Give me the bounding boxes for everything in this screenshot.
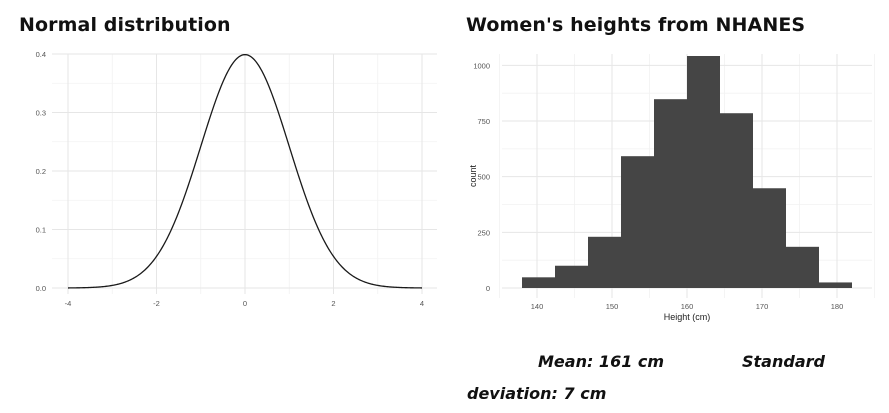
y-tick-label: 250 (477, 228, 490, 237)
x-tick-label: 0 (243, 299, 247, 308)
heights-chart-title: Women's heights from NHANES (466, 14, 806, 36)
sd-label-line2: deviation: 7 cm (467, 384, 607, 403)
x-tick-label: 2 (331, 299, 335, 308)
histogram-bar (588, 236, 621, 288)
x-tick-label: 4 (420, 299, 424, 308)
y-tick-label: 0.0 (36, 284, 46, 293)
sd-label-line1: Standard (742, 352, 825, 371)
y-tick-label: 1000 (473, 61, 490, 70)
x-tick-label: 170 (756, 302, 769, 311)
histogram-bar (819, 282, 852, 288)
y-tick-label: 500 (477, 173, 490, 182)
x-tick-label: -4 (65, 299, 72, 308)
normal-distribution-chart: -4 -2 0 2 4 0.0 0.1 0.2 0.3 0.4 (36, 50, 437, 308)
y-axis-title: count (468, 164, 478, 187)
x-tick-label: 150 (606, 302, 619, 311)
mean-label: Mean: 161 cm (538, 352, 665, 371)
histogram-bar (720, 113, 753, 288)
density-curve (68, 53, 422, 289)
y-tick-label: 750 (477, 117, 490, 126)
x-tick-label: -2 (153, 299, 160, 308)
y-tick-label: 0.1 (36, 226, 46, 235)
x-axis-title: Height (cm) (664, 312, 711, 322)
x-tick-label: 140 (531, 302, 544, 311)
histogram-bar (522, 277, 555, 288)
histogram-bar (555, 265, 588, 288)
histogram-bar (621, 156, 654, 288)
x-tick-label: 180 (831, 302, 844, 311)
histogram-bar (753, 188, 786, 288)
histogram-bar (786, 246, 819, 288)
y-tick-label: 0.2 (36, 167, 46, 176)
heights-histogram-chart: 140 150 160 170 180 0 250 500 750 1000 Height (cm)… (468, 54, 875, 322)
x-tick-label: 160 (681, 302, 694, 311)
histogram-bar (687, 56, 720, 288)
normal-chart-title: Normal distribution (19, 14, 231, 36)
y-tick-label: 0.4 (36, 50, 46, 59)
y-tick-label: 0.3 (36, 109, 46, 118)
histogram-bar (654, 99, 687, 288)
y-tick-label: 0 (486, 284, 490, 293)
